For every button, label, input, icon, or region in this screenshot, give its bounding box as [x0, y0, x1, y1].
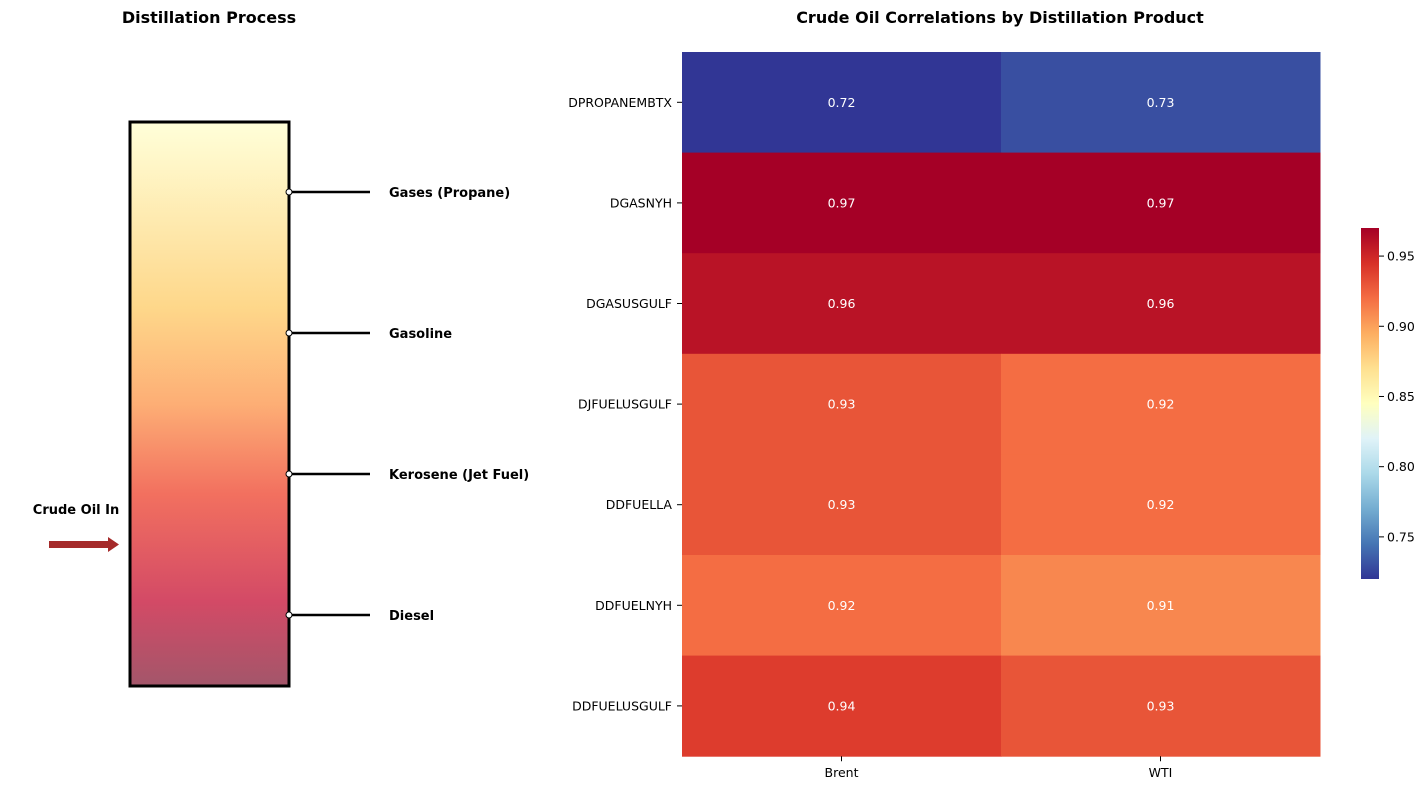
heatmap-cells: 0.72 0.73 0.97 0.97 0.96 0.96 0.93 0.92 0.93 0.92… — [682, 52, 1321, 757]
heatmap-cell — [1001, 52, 1321, 154]
feed-label: Crude Oil In — [33, 503, 119, 518]
product-tap-gases — [285, 188, 293, 196]
heatmap-cell-value: 0.73 — [1147, 95, 1175, 110]
heatmap-cell — [682, 353, 1002, 455]
product-label-gasoline: Gasoline — [389, 327, 452, 342]
heatmap-row-label: DGASNYH — [610, 195, 672, 210]
distillation-title: Distillation Process — [122, 8, 296, 27]
colorbar-gradient — [1361, 228, 1379, 579]
heatmap-cell-value: 0.91 — [1147, 598, 1175, 613]
heatmap-cell — [682, 454, 1002, 556]
heatmap-panel: Crude Oil Correlations by Distillation P… — [568, 8, 1321, 780]
heatmap-cell-value: 0.96 — [1147, 296, 1175, 311]
colorbar-tick-label: 0.95 — [1387, 249, 1415, 264]
colorbar-tick-label: 0.85 — [1387, 389, 1415, 404]
heatmap-cell-value: 0.93 — [1147, 698, 1175, 713]
product-label-gases: Gases (Propane) — [389, 186, 510, 201]
heatmap-cell — [1001, 253, 1321, 355]
product-lines — [285, 188, 370, 619]
feed-arrow-icon — [49, 537, 119, 552]
colorbar-tick-label: 0.75 — [1387, 529, 1415, 544]
heatmap-cell-value: 0.72 — [828, 95, 856, 110]
heatmap-row-label: DJFUELUSGULF — [578, 397, 672, 412]
heatmap-cell — [1001, 454, 1321, 556]
heatmap-row-label: DPROPANEMBTX — [568, 95, 672, 110]
heatmap-column-label: Brent — [825, 765, 859, 780]
distillation-column — [128, 120, 291, 688]
product-label-kerosene: Kerosene (Jet Fuel) — [389, 468, 529, 483]
colorbar-tick-label: 0.90 — [1387, 319, 1415, 334]
heatmap-title: Crude Oil Correlations by Distillation P… — [796, 8, 1204, 27]
distillation-panel: Distillation Process Gases (Propane) Gas… — [33, 8, 529, 688]
product-label-diesel: Diesel — [389, 609, 434, 624]
colorbar-tick-label: 0.80 — [1387, 459, 1415, 474]
heatmap-cell-value: 0.96 — [828, 296, 856, 311]
heatmap-column-label: WTI — [1149, 765, 1173, 780]
heatmap-cell — [1001, 353, 1321, 455]
heatmap-row-label: DDFUELNYH — [595, 598, 672, 613]
heatmap-cell — [1001, 555, 1321, 657]
heatmap-cell-value: 0.97 — [1147, 195, 1175, 210]
product-tap-kerosene — [285, 470, 293, 478]
heatmap-cell — [682, 555, 1002, 657]
heatmap-cell-value: 0.92 — [1147, 397, 1175, 412]
heatmap-cell-value: 0.93 — [828, 497, 856, 512]
colorbar: 0.75 0.80 0.85 0.90 0.95 — [1361, 228, 1415, 579]
heatmap-cell-value: 0.94 — [828, 698, 856, 713]
heatmap-cell-value: 0.93 — [828, 397, 856, 412]
heatmap-cell-value: 0.92 — [828, 598, 856, 613]
heatmap-row-label: DDFUELUSGULF — [572, 698, 672, 713]
heatmap-cell — [1001, 655, 1321, 757]
heatmap-cell — [682, 655, 1002, 757]
heatmap-row-label: DDFUELLA — [606, 497, 673, 512]
heatmap-cell — [682, 152, 1002, 254]
heatmap-row-label: DGASUSGULF — [586, 296, 672, 311]
heatmap-cell-value: 0.92 — [1147, 497, 1175, 512]
product-tap-diesel — [285, 611, 293, 619]
heatmap-cell — [682, 253, 1002, 355]
heatmap-cell-value: 0.97 — [828, 195, 856, 210]
heatmap-row-labels: DPROPANEMBTX DGASNYH DGASUSGULF DJFUELUSGUL… — [568, 95, 682, 713]
heatmap-cell — [1001, 152, 1321, 254]
colorbar-ticks: 0.75 0.80 0.85 0.90 0.95 — [1379, 249, 1415, 544]
heatmap-column-labels: Brent WTI — [825, 756, 1173, 780]
heatmap-cell — [682, 52, 1002, 154]
product-tap-gasoline — [285, 329, 293, 337]
